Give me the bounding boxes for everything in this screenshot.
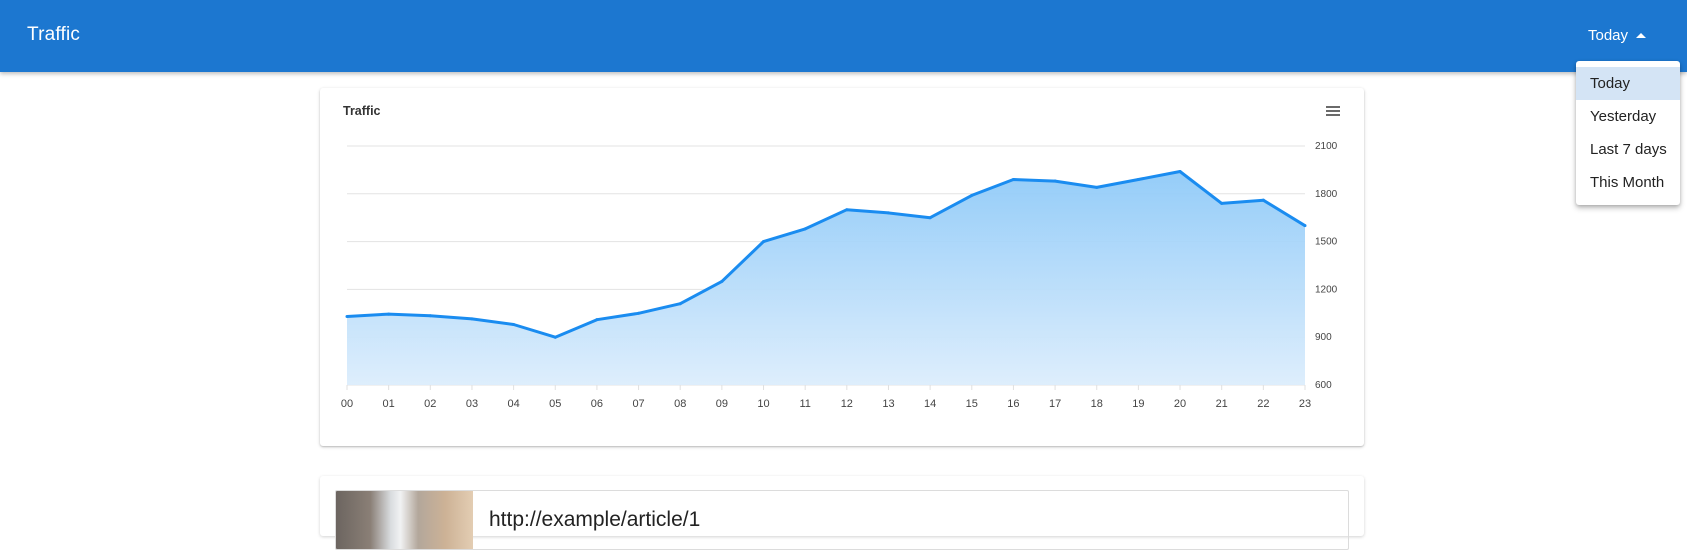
x-tick-label: 18 — [1091, 398, 1103, 410]
y-tick-label: 1500 — [1315, 237, 1338, 248]
data-point — [720, 279, 724, 283]
x-tick-label: 20 — [1174, 398, 1186, 410]
data-point — [845, 208, 849, 212]
article-list-card: http://example/article/1 — [320, 476, 1364, 550]
data-point — [1095, 185, 1099, 189]
x-tick-label: 13 — [882, 398, 894, 410]
data-point — [1220, 201, 1224, 205]
article-thumbnail — [336, 491, 473, 549]
article-item[interactable]: http://example/article/1 — [335, 490, 1349, 550]
data-point — [553, 335, 557, 339]
x-tick-label: 02 — [424, 398, 436, 410]
data-point — [345, 314, 349, 318]
x-tick-label: 11 — [799, 398, 810, 410]
x-tick-label: 12 — [841, 398, 853, 410]
y-tick-label: 1200 — [1315, 284, 1338, 295]
traffic-chart-card: 2100 1800 1500 1200 900 600 00 01 02 03 04 05 06 07 0… — [320, 88, 1364, 446]
data-point — [1053, 179, 1057, 183]
menu-item-yesterday[interactable]: Yesterday — [1590, 108, 1657, 125]
data-point — [886, 211, 890, 215]
x-tick-label: 06 — [591, 398, 603, 410]
y-tick-label: 2100 — [1315, 141, 1338, 152]
data-point — [1011, 177, 1015, 181]
x-tick-label: 23 — [1299, 398, 1311, 410]
data-point — [428, 314, 432, 318]
data-point — [970, 193, 974, 197]
data-point — [762, 240, 766, 244]
data-point — [637, 311, 641, 315]
data-point — [1303, 224, 1307, 228]
data-point — [1261, 198, 1265, 202]
traffic-chart: 2100 1800 1500 1200 900 600 00 01 02 03 04 05 06 07 0… — [341, 141, 1338, 410]
traffic-area — [347, 171, 1305, 385]
article-url[interactable]: http://example/article/1 — [489, 508, 701, 531]
y-tick-label: 900 — [1315, 332, 1332, 343]
x-tick-label: 19 — [1132, 398, 1144, 410]
x-tick-label: 04 — [507, 398, 519, 410]
data-point — [1178, 169, 1182, 173]
x-tick-label: 10 — [757, 398, 769, 410]
x-tick-label: 15 — [966, 398, 978, 410]
traffic-line — [346, 170, 1306, 339]
data-point — [512, 322, 516, 326]
hamburger-menu-icon[interactable] — [1326, 106, 1340, 118]
chart-title: Traffic — [343, 104, 381, 118]
menu-item-today[interactable]: Today — [1576, 67, 1680, 100]
data-point — [387, 312, 391, 316]
date-range-dropdown-button[interactable]: Today — [1588, 22, 1647, 48]
x-tick-label: 07 — [632, 398, 644, 410]
date-range-menu: Today Yesterday Last 7 days This Month — [1576, 61, 1680, 205]
x-tick-label: 03 — [466, 398, 478, 410]
x-tick-label: 21 — [1216, 398, 1228, 410]
data-point — [470, 317, 474, 321]
x-tick-label: 00 — [341, 398, 353, 410]
x-tick-label: 09 — [716, 398, 728, 410]
data-point — [928, 216, 932, 220]
x-tick-label: 22 — [1257, 398, 1269, 410]
data-point — [1136, 177, 1140, 181]
menu-item-this-month[interactable]: This Month — [1590, 174, 1665, 191]
data-point — [678, 302, 682, 306]
data-point — [803, 227, 807, 231]
caret-up-icon — [1636, 32, 1647, 38]
date-range-label: Today — [1588, 26, 1629, 44]
x-tick-label: 05 — [549, 398, 561, 410]
x-tick-label: 14 — [924, 398, 936, 410]
app-bar: Traffic Today — [0, 0, 1687, 72]
y-tick-label: 1800 — [1315, 189, 1338, 200]
x-tick-label: 01 — [383, 398, 395, 410]
menu-item-last-7-days[interactable]: Last 7 days — [1590, 141, 1667, 158]
x-tick-label: 16 — [1007, 398, 1019, 410]
y-tick-label: 600 — [1315, 380, 1332, 391]
x-tick-label: 17 — [1049, 398, 1061, 410]
data-point — [595, 318, 599, 322]
app-title: Traffic — [27, 24, 81, 45]
x-tick-label: 08 — [674, 398, 686, 410]
